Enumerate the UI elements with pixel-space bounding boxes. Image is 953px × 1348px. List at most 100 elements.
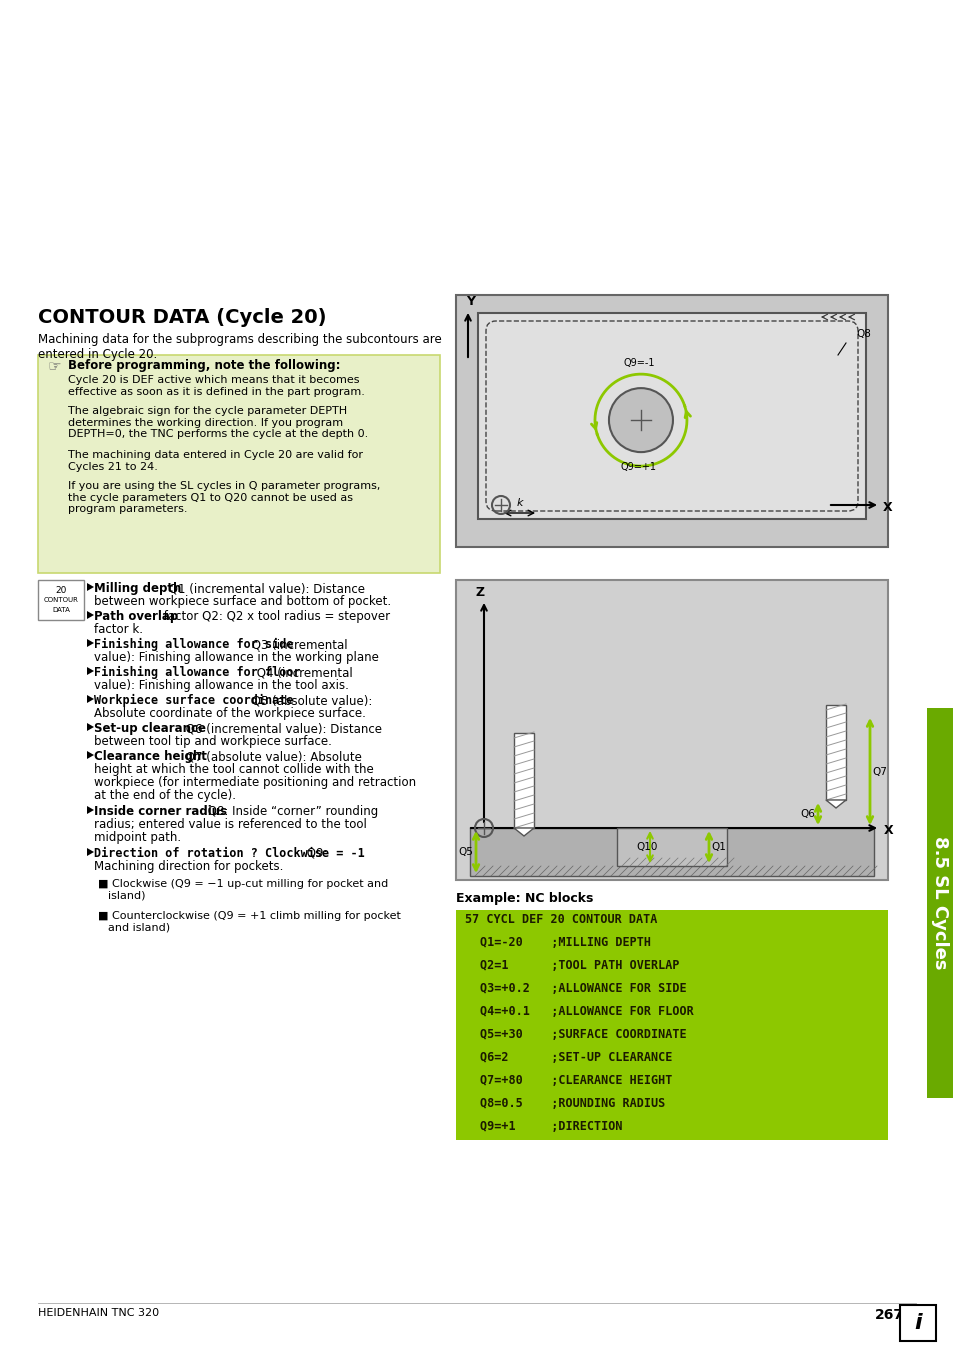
- Polygon shape: [87, 723, 94, 731]
- Polygon shape: [87, 611, 94, 619]
- Polygon shape: [87, 751, 94, 759]
- Bar: [456, 1024, 887, 1047]
- Text: Path overlap: Path overlap: [94, 611, 178, 623]
- Text: Q6=2      ;SET-UP CLEARANCE: Q6=2 ;SET-UP CLEARANCE: [479, 1051, 672, 1064]
- Bar: [617, 828, 726, 865]
- Text: Finishing allowance for side: Finishing allowance for side: [94, 638, 294, 651]
- Text: Direction of rotation ? Clockwise = -1: Direction of rotation ? Clockwise = -1: [94, 847, 364, 860]
- Polygon shape: [87, 582, 94, 590]
- Text: CONTOUR: CONTOUR: [44, 597, 78, 603]
- Text: Before programming, note the following:: Before programming, note the following:: [68, 359, 340, 372]
- Bar: [456, 580, 887, 880]
- Text: between workpiece surface and bottom of pocket.: between workpiece surface and bottom of …: [94, 594, 391, 608]
- Text: midpoint path.: midpoint path.: [94, 830, 181, 844]
- Bar: [825, 705, 845, 799]
- Text: Q9=+1: Q9=+1: [620, 462, 657, 472]
- Text: Workpiece surface coordinate: Workpiece surface coordinate: [94, 694, 294, 708]
- Text: Q8: Q8: [855, 329, 870, 338]
- Polygon shape: [87, 696, 94, 704]
- Text: Q7: Q7: [871, 767, 886, 776]
- Text: Clearance height: Clearance height: [94, 749, 207, 763]
- Text: value): Finishing allowance in the working plane: value): Finishing allowance in the worki…: [94, 651, 378, 665]
- Text: HEIDENHAIN TNC 320: HEIDENHAIN TNC 320: [38, 1308, 159, 1318]
- Text: Z: Z: [476, 586, 485, 599]
- Text: Q9:: Q9:: [303, 847, 327, 860]
- Polygon shape: [87, 848, 94, 856]
- Text: at the end of the cycle).: at the end of the cycle).: [94, 789, 235, 802]
- Text: island): island): [108, 891, 146, 900]
- Text: Set-up clearance: Set-up clearance: [94, 723, 206, 735]
- Bar: [456, 1117, 887, 1140]
- Text: Q4 (incremental: Q4 (incremental: [253, 666, 353, 679]
- Bar: [456, 1095, 887, 1117]
- Polygon shape: [87, 639, 94, 647]
- Text: Absolute coordinate of the workpiece surface.: Absolute coordinate of the workpiece sur…: [94, 706, 366, 720]
- Text: Q7 (absolute value): Absolute: Q7 (absolute value): Absolute: [182, 749, 361, 763]
- Text: Q8=0.5    ;ROUNDING RADIUS: Q8=0.5 ;ROUNDING RADIUS: [479, 1097, 664, 1109]
- Text: DATA: DATA: [52, 607, 70, 613]
- Text: Finishing allowance for floor: Finishing allowance for floor: [94, 666, 300, 679]
- Bar: [477, 313, 865, 519]
- Bar: [456, 910, 887, 933]
- Bar: [38, 355, 439, 573]
- Text: and island): and island): [108, 923, 170, 933]
- Text: Q5=+30    ;SURFACE COORDINATE: Q5=+30 ;SURFACE COORDINATE: [479, 1029, 686, 1041]
- Text: k: k: [516, 497, 522, 508]
- Text: Q10: Q10: [636, 842, 657, 852]
- Text: workpiece (for intermediate positioning and retraction: workpiece (for intermediate positioning …: [94, 776, 416, 789]
- Text: Q3 (incremental: Q3 (incremental: [248, 638, 347, 651]
- Text: Example: NC blocks: Example: NC blocks: [456, 892, 593, 905]
- Bar: [470, 828, 873, 876]
- Text: radius; entered value is referenced to the tool: radius; entered value is referenced to t…: [94, 818, 367, 830]
- Polygon shape: [825, 799, 845, 807]
- Text: The algebraic sign for the cycle parameter DEPTH
determines the working directio: The algebraic sign for the cycle paramet…: [68, 406, 368, 439]
- Circle shape: [608, 388, 672, 452]
- Text: Milling depth: Milling depth: [94, 582, 181, 594]
- Bar: [456, 1072, 887, 1095]
- Text: Q1=-20    ;MILLING DEPTH: Q1=-20 ;MILLING DEPTH: [479, 936, 650, 949]
- Bar: [456, 295, 887, 547]
- Text: Q6: Q6: [800, 809, 814, 820]
- Text: CONTOUR DATA (Cycle 20): CONTOUR DATA (Cycle 20): [38, 307, 326, 328]
- Polygon shape: [87, 806, 94, 814]
- Text: Cycle 20 is DEF active which means that it becomes
effective as soon as it is de: Cycle 20 is DEF active which means that …: [68, 375, 364, 396]
- Bar: [456, 1002, 887, 1024]
- Text: i: i: [913, 1313, 921, 1333]
- Text: If you are using the SL cycles in Q parameter programs,
the cycle parameters Q1 : If you are using the SL cycles in Q para…: [68, 481, 380, 514]
- Text: Q5 (absolute value):: Q5 (absolute value):: [248, 694, 372, 706]
- Text: Q7=+80    ;CLEARANCE HEIGHT: Q7=+80 ;CLEARANCE HEIGHT: [479, 1074, 672, 1086]
- Text: ☞: ☞: [48, 359, 62, 373]
- Text: factor Q2: Q2 x tool radius = stepover: factor Q2: Q2 x tool radius = stepover: [160, 611, 390, 623]
- Polygon shape: [87, 667, 94, 675]
- Bar: [899, 1305, 935, 1341]
- Text: Machining direction for pockets.: Machining direction for pockets.: [94, 860, 283, 874]
- Bar: [514, 733, 534, 828]
- Text: 8.5 SL Cycles: 8.5 SL Cycles: [930, 836, 948, 969]
- Text: Y: Y: [465, 295, 475, 307]
- Bar: [38, 580, 84, 620]
- Text: Q6 (incremental value): Distance: Q6 (incremental value): Distance: [182, 723, 381, 735]
- Text: Q5: Q5: [457, 847, 473, 857]
- Text: Inside corner radius: Inside corner radius: [94, 805, 227, 818]
- Text: Machining data for the subprograms describing the subcontours are
entered in Cyc: Machining data for the subprograms descr…: [38, 333, 441, 361]
- Text: ■ Counterclockwise (Q9 = +1 climb milling for pocket: ■ Counterclockwise (Q9 = +1 climb millin…: [98, 911, 400, 921]
- Text: ■ Clockwise (Q9 = −1 up-cut milling for pocket and: ■ Clockwise (Q9 = −1 up-cut milling for …: [98, 879, 388, 888]
- Text: Q4=+0.1   ;ALLOWANCE FOR FLOOR: Q4=+0.1 ;ALLOWANCE FOR FLOOR: [479, 1006, 693, 1018]
- Bar: [456, 956, 887, 979]
- Polygon shape: [514, 828, 534, 836]
- Bar: [456, 979, 887, 1002]
- Bar: [926, 708, 953, 1099]
- Text: The machining data entered in Cycle 20 are valid for
Cycles 21 to 24.: The machining data entered in Cycle 20 a…: [68, 450, 363, 472]
- Bar: [456, 1047, 887, 1072]
- Bar: [456, 933, 887, 956]
- Text: X: X: [883, 824, 893, 837]
- Text: Q9=+1     ;DIRECTION: Q9=+1 ;DIRECTION: [479, 1120, 622, 1134]
- Text: between tool tip and workpiece surface.: between tool tip and workpiece surface.: [94, 735, 332, 748]
- Text: Q9=-1: Q9=-1: [622, 359, 654, 368]
- Text: 20: 20: [55, 586, 67, 594]
- Text: factor k.: factor k.: [94, 623, 143, 636]
- Text: Q1 (incremental value): Distance: Q1 (incremental value): Distance: [165, 582, 365, 594]
- Text: Q2=1      ;TOOL PATH OVERLAP: Q2=1 ;TOOL PATH OVERLAP: [479, 958, 679, 972]
- Text: Q3=+0.2   ;ALLOWANCE FOR SIDE: Q3=+0.2 ;ALLOWANCE FOR SIDE: [479, 981, 686, 995]
- Text: Q1: Q1: [710, 842, 725, 852]
